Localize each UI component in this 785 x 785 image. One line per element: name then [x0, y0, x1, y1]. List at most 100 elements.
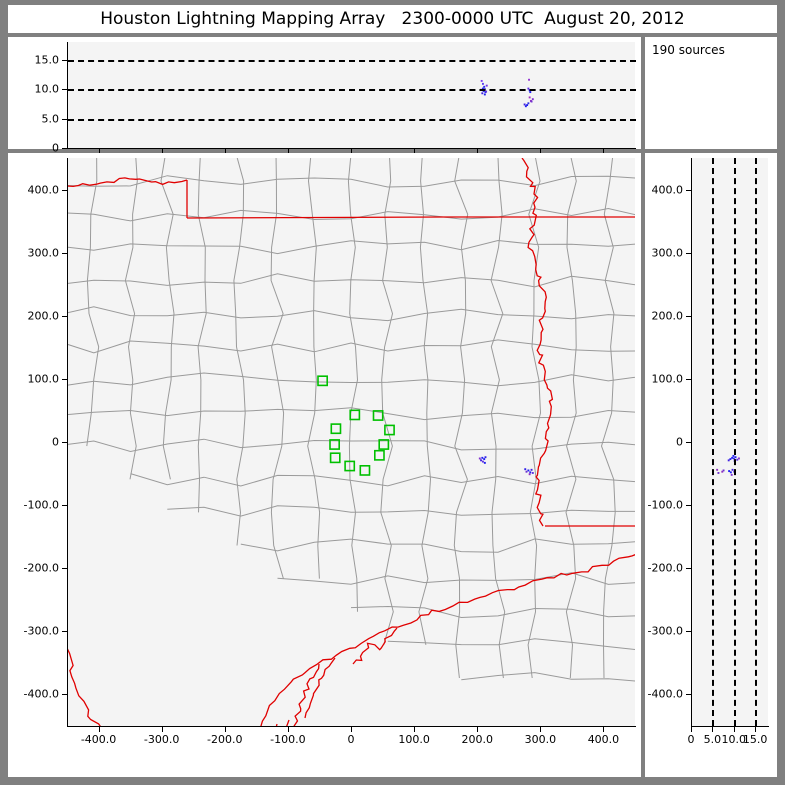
map-x-tick	[414, 727, 416, 732]
map-x-tick	[98, 727, 100, 732]
county-border	[124, 158, 138, 480]
state-border-red-river	[186, 216, 445, 219]
top-y-tick-label: 5.0	[41, 112, 60, 126]
county-border	[67, 239, 635, 255]
right-x-tick	[712, 727, 714, 732]
source-point	[480, 459, 483, 462]
map-x-tick	[540, 727, 542, 732]
source-point	[727, 459, 730, 462]
map-x-tick-label: -400.0	[80, 733, 117, 746]
top-gridline	[68, 118, 636, 121]
map-y-tick	[62, 631, 67, 633]
top-y-tick	[62, 148, 67, 149]
top-y-tick	[62, 118, 67, 120]
source-point	[722, 469, 725, 472]
county-border	[307, 158, 321, 579]
source-point	[484, 456, 487, 459]
source-point	[528, 96, 531, 99]
right-x-axis-line	[691, 726, 769, 727]
bay-inlet	[352, 627, 398, 665]
source-point	[481, 456, 484, 459]
county-border	[233, 158, 246, 546]
right-x-tick	[691, 727, 692, 732]
source-point	[480, 79, 483, 82]
map-geography-layer	[67, 158, 635, 726]
map-y-tick-label: 0	[52, 435, 59, 449]
rio-grande	[67, 647, 101, 726]
right-gridline	[755, 158, 758, 726]
source-point	[483, 458, 486, 461]
source-point	[482, 460, 484, 463]
county-border	[565, 158, 577, 679]
right-y-tick	[686, 378, 691, 380]
lma-station-marker	[359, 464, 371, 476]
county-border	[67, 407, 635, 421]
altitude-vs-east-west-panel: 05.010.015.0-400.0-300.0-200.0-100.00100…	[8, 37, 641, 168]
lma-station-marker	[329, 439, 340, 450]
county-border	[130, 473, 635, 487]
source-point	[483, 93, 486, 96]
map-y-tick-label: -200.0	[23, 561, 59, 575]
map-y-tick	[62, 505, 67, 507]
top-gridline	[68, 59, 636, 62]
top-x-axis-line	[67, 148, 636, 149]
map-x-tick	[224, 727, 226, 732]
source-point	[731, 468, 734, 471]
lma-station-marker	[373, 449, 385, 461]
map-y-axis-line	[67, 158, 68, 727]
top-x-tick	[351, 149, 352, 154]
right-x-tick	[755, 727, 757, 732]
source-point	[731, 456, 734, 459]
right-y-tick-label: -300.0	[647, 624, 683, 638]
top-y-axis-line	[67, 42, 68, 149]
source-point	[716, 468, 719, 471]
top-y-tick	[62, 59, 67, 61]
source-point	[528, 78, 530, 81]
map-x-tick-label: 300.0	[524, 733, 557, 746]
map-plot-area[interactable]	[67, 158, 635, 726]
top-plot-sources	[480, 78, 534, 108]
top-y-tick-label: 10.0	[34, 82, 60, 96]
right-x-tick-label: 5.0	[703, 733, 722, 746]
map-x-tick	[161, 727, 163, 732]
right-x-tick-label: 0	[687, 733, 695, 746]
right-x-tick-label: 15.0	[742, 733, 768, 746]
source-point	[485, 84, 488, 87]
source-point	[481, 92, 484, 95]
map-y-tick	[62, 442, 67, 443]
page-title: Houston Lightning Mapping Array 2300-000…	[100, 9, 685, 29]
lma-station-marker	[378, 439, 390, 450]
right-gridline	[733, 158, 736, 726]
top-x-tick	[98, 149, 100, 154]
source-point	[524, 468, 527, 471]
map-x-axis-line	[67, 726, 636, 727]
right-y-tick	[686, 694, 691, 696]
top-plot-area[interactable]	[67, 42, 635, 148]
lma-station-marker	[384, 424, 395, 436]
map-x-tick-label: 0	[347, 733, 355, 746]
county-border	[490, 158, 506, 679]
right-y-tick-label: 0	[676, 435, 683, 449]
right-x-tick	[733, 727, 735, 732]
map-y-tick-label: 100.0	[27, 372, 60, 386]
map-y-tick	[62, 568, 67, 570]
map-x-tick-label: 200.0	[461, 733, 493, 746]
source-point	[729, 471, 732, 474]
map-x-tick	[477, 727, 479, 732]
state-border-sabine	[521, 158, 554, 527]
county-border	[347, 158, 359, 612]
map-y-tick-label: 400.0	[27, 183, 60, 197]
source-point	[530, 468, 533, 471]
county-border	[387, 638, 635, 651]
lma-station-marker	[329, 452, 341, 464]
source-point	[732, 454, 735, 457]
county-border	[461, 672, 635, 682]
map-x-tick	[603, 727, 605, 732]
lma-station-marker	[372, 410, 384, 421]
top-y-tick-label: 0	[52, 141, 59, 155]
map-y-tick	[62, 315, 67, 317]
map-x-tick-label: 100.0	[398, 733, 430, 746]
barrier-island-a	[304, 657, 336, 719]
source-point	[482, 82, 484, 85]
top-x-tick	[161, 149, 163, 154]
